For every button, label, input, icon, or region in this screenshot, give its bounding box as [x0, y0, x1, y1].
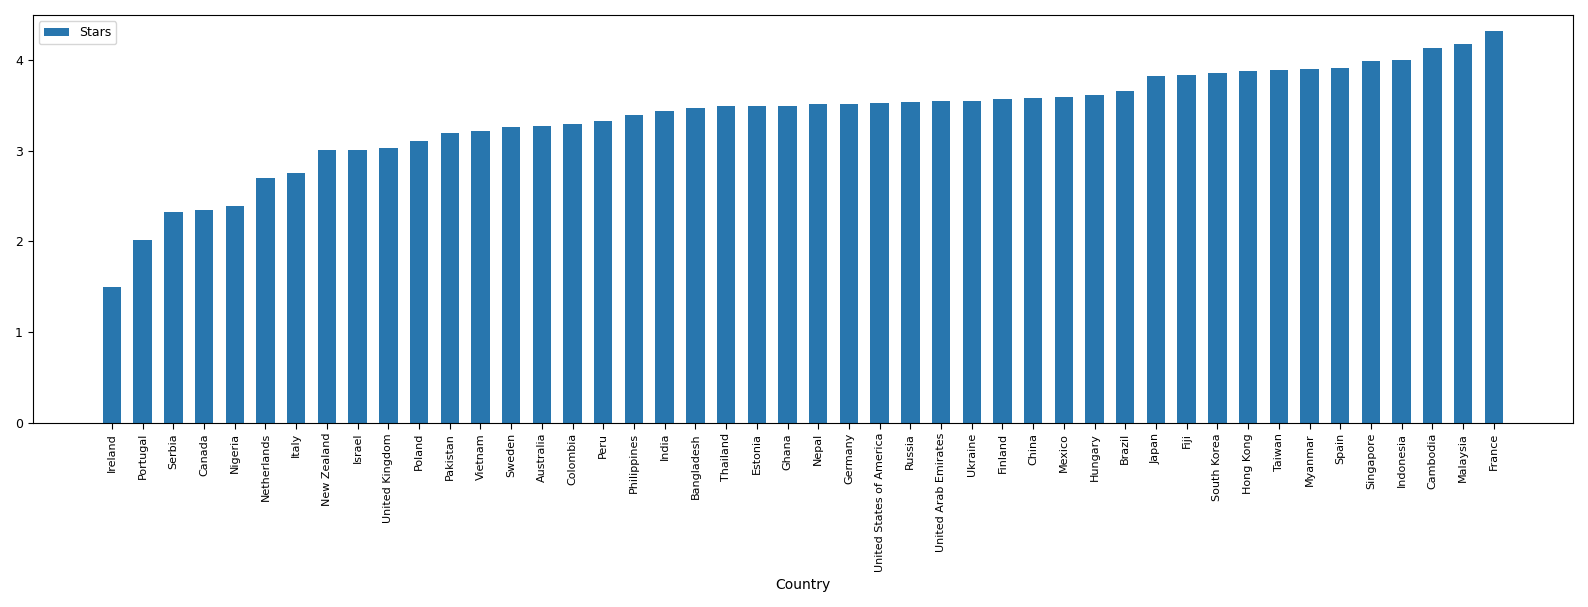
Bar: [103, 287, 121, 422]
Bar: [992, 99, 1012, 422]
Bar: [624, 115, 643, 422]
Bar: [1116, 91, 1134, 422]
Bar: [656, 111, 673, 422]
Bar: [164, 211, 183, 422]
Bar: [1085, 95, 1104, 422]
Bar: [1363, 61, 1380, 422]
Bar: [778, 106, 797, 422]
Bar: [472, 131, 489, 422]
Bar: [410, 141, 429, 422]
Bar: [287, 174, 305, 422]
Bar: [1054, 97, 1073, 422]
Bar: [1147, 76, 1166, 422]
Bar: [318, 150, 337, 422]
Legend: Stars: Stars: [40, 21, 116, 44]
Bar: [1485, 32, 1502, 422]
Bar: [225, 206, 245, 422]
X-axis label: Country: Country: [775, 578, 831, 592]
Bar: [564, 124, 581, 422]
Bar: [840, 104, 858, 422]
Bar: [1393, 60, 1410, 422]
Bar: [808, 104, 827, 422]
Bar: [1331, 69, 1350, 422]
Bar: [1024, 98, 1042, 422]
Bar: [133, 240, 152, 422]
Bar: [932, 101, 950, 422]
Bar: [900, 102, 919, 422]
Bar: [380, 148, 397, 422]
Bar: [440, 133, 459, 422]
Bar: [1423, 47, 1442, 422]
Bar: [1177, 75, 1196, 422]
Bar: [348, 150, 367, 422]
Bar: [962, 101, 981, 422]
Bar: [870, 103, 889, 422]
Bar: [686, 108, 705, 422]
Bar: [256, 178, 275, 422]
Bar: [716, 106, 735, 422]
Bar: [502, 127, 521, 422]
Bar: [1301, 69, 1318, 422]
Bar: [1455, 44, 1472, 422]
Bar: [532, 126, 551, 422]
Bar: [748, 106, 765, 422]
Bar: [1270, 70, 1288, 422]
Bar: [594, 121, 613, 422]
Bar: [195, 209, 213, 422]
Bar: [1239, 71, 1258, 422]
Bar: [1208, 73, 1226, 422]
